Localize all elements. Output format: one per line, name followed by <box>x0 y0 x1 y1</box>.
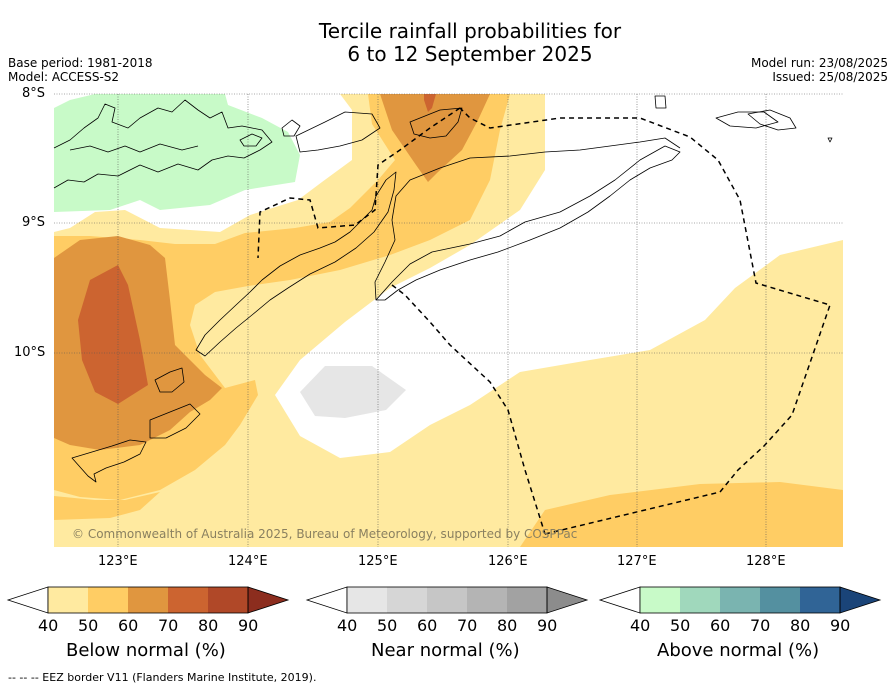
lon-label-123e: 123°E <box>98 554 138 569</box>
cb1-swatch-80-90 <box>208 587 248 613</box>
cb1-swatch-60-70 <box>128 587 168 613</box>
timor-south-coast <box>375 145 681 301</box>
cb3-swatch-40-50 <box>640 587 680 613</box>
cb2-tick-70: 70 <box>457 616 478 635</box>
cb2-tick-80: 80 <box>497 616 518 635</box>
savu-island <box>154 367 185 393</box>
cb2-tick-50: 50 <box>377 616 398 635</box>
lon-label-124e: 124°E <box>228 554 268 569</box>
cb3-tick-40: 40 <box>630 616 651 635</box>
sumba-coast <box>195 171 397 357</box>
cb2-swatch-80-90 <box>507 587 547 613</box>
cb1-tick-90: 90 <box>238 616 259 635</box>
model-name: Model: ACCESS-S2 <box>8 70 120 84</box>
near-normal-40-50-patch <box>300 366 406 418</box>
cb2-extend-low <box>305 586 348 614</box>
southwest-island-coast <box>71 439 147 483</box>
east-tiny-island <box>827 137 833 143</box>
copyright-notice: © Commonwealth of Australia 2025, Bureau… <box>72 527 578 541</box>
lon-label-125e: 125°E <box>358 554 398 569</box>
cb2-tick-60: 60 <box>417 616 438 635</box>
cb1-extend-high <box>247 586 290 614</box>
graticule <box>54 93 843 547</box>
cb3-swatch-70-80 <box>760 587 800 613</box>
cb1-extend-low <box>6 586 49 614</box>
cb2-swatch-70-80 <box>467 587 507 613</box>
east-small-island-1 <box>654 95 667 109</box>
colorbar-near-normal <box>305 586 589 614</box>
model-run-date: Model run: 23/08/2025 <box>750 56 888 70</box>
cb2-title: Near normal (%) <box>371 640 520 661</box>
below-70-80-core <box>78 265 148 404</box>
cb3-tick-50: 50 <box>670 616 691 635</box>
lon-label-126e: 126°E <box>488 554 528 569</box>
cb1-swatch-40-50 <box>48 587 88 613</box>
cb2-extend-high <box>546 586 589 614</box>
cb2-tick-90: 90 <box>537 616 558 635</box>
below-50-60-south <box>520 482 843 547</box>
lat-label-8s: 8°S <box>22 86 46 101</box>
cb1-swatch-70-80 <box>168 587 208 613</box>
cb1-tick-80: 80 <box>198 616 219 635</box>
cb1-tick-60: 60 <box>118 616 139 635</box>
eez-footnote: -- -- -- EEZ border V11 (Flanders Marine… <box>8 671 317 684</box>
east-island-2 <box>747 109 797 131</box>
cb1-tick-70: 70 <box>158 616 179 635</box>
cb3-swatch-50-60 <box>680 587 720 613</box>
cb1-tick-40: 40 <box>38 616 59 635</box>
flores-inner-coast <box>69 143 199 153</box>
cb3-tick-70: 70 <box>750 616 771 635</box>
cb1-tick-50: 50 <box>78 616 99 635</box>
cb3-extend-low <box>598 586 641 614</box>
cb3-extend-high <box>839 586 882 614</box>
rote-island <box>149 403 201 439</box>
cb2-swatch-60-70 <box>427 587 467 613</box>
cb3-tick-90: 90 <box>830 616 851 635</box>
alor-island <box>295 111 381 153</box>
colorbar-below-normal <box>6 586 290 614</box>
base-period: Base period: 1981-2018 <box>8 56 153 70</box>
central-white-area <box>275 94 843 458</box>
cb2-tick-40: 40 <box>337 616 358 635</box>
title-line-2: 6 to 12 September 2025 <box>347 42 593 66</box>
lat-label-9s: 9°S <box>22 215 46 230</box>
small-island-1 <box>239 133 263 147</box>
lon-label-128e: 128°E <box>746 554 786 569</box>
cb3-swatch-80-90 <box>800 587 840 613</box>
cb1-title: Below normal (%) <box>66 640 226 661</box>
map-title: Tercile rainfall probabilities for 6 to … <box>0 20 896 66</box>
cb3-title: Above normal (%) <box>657 640 820 661</box>
eez-border <box>257 107 831 535</box>
atauro-island <box>409 107 463 139</box>
lon-label-127e: 127°E <box>617 554 657 569</box>
timor-north-coast <box>374 137 681 301</box>
cb3-tick-80: 80 <box>790 616 811 635</box>
small-island-2 <box>281 119 301 137</box>
cb3-swatch-60-70 <box>720 587 760 613</box>
issued-date: Issued: 25/08/2025 <box>772 70 888 84</box>
colorbar-above-normal <box>598 586 882 614</box>
lat-label-10s: 10°S <box>14 345 46 360</box>
cb1-swatch-50-60 <box>88 587 128 613</box>
cb2-swatch-50-60 <box>387 587 427 613</box>
coastlines <box>53 95 833 483</box>
cb2-swatch-40-50 <box>347 587 387 613</box>
flores-north-coast <box>53 99 273 189</box>
east-island-1 <box>715 111 779 129</box>
below-70-80-north-spot <box>424 94 436 112</box>
cb3-tick-60: 60 <box>710 616 731 635</box>
below-50-60-south-west <box>54 492 160 520</box>
title-line-1: Tercile rainfall probabilities for <box>318 19 622 43</box>
below-60-70-north <box>380 94 490 182</box>
